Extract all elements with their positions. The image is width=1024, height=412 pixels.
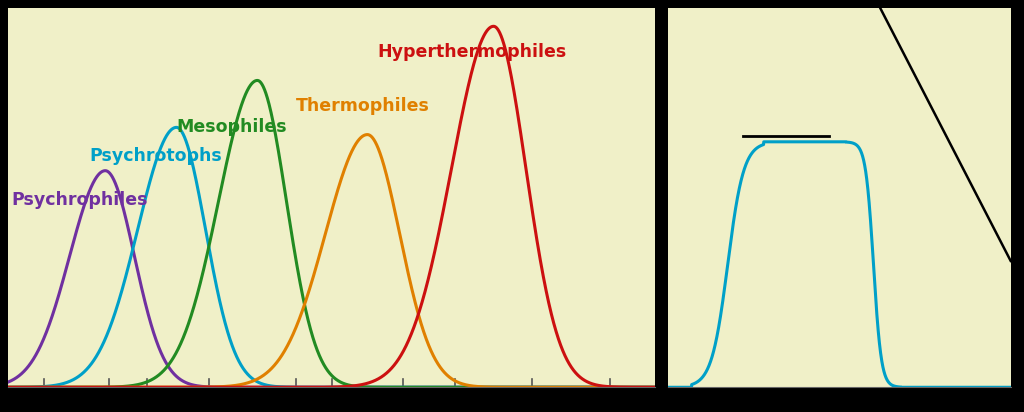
Text: Psychrophiles: Psychrophiles xyxy=(11,191,147,208)
Text: Psychrotophs: Psychrotophs xyxy=(89,147,222,165)
Text: Mesophiles: Mesophiles xyxy=(176,118,287,136)
Text: Thermophiles: Thermophiles xyxy=(296,97,430,115)
Text: Hyperthermophiles: Hyperthermophiles xyxy=(377,42,566,61)
